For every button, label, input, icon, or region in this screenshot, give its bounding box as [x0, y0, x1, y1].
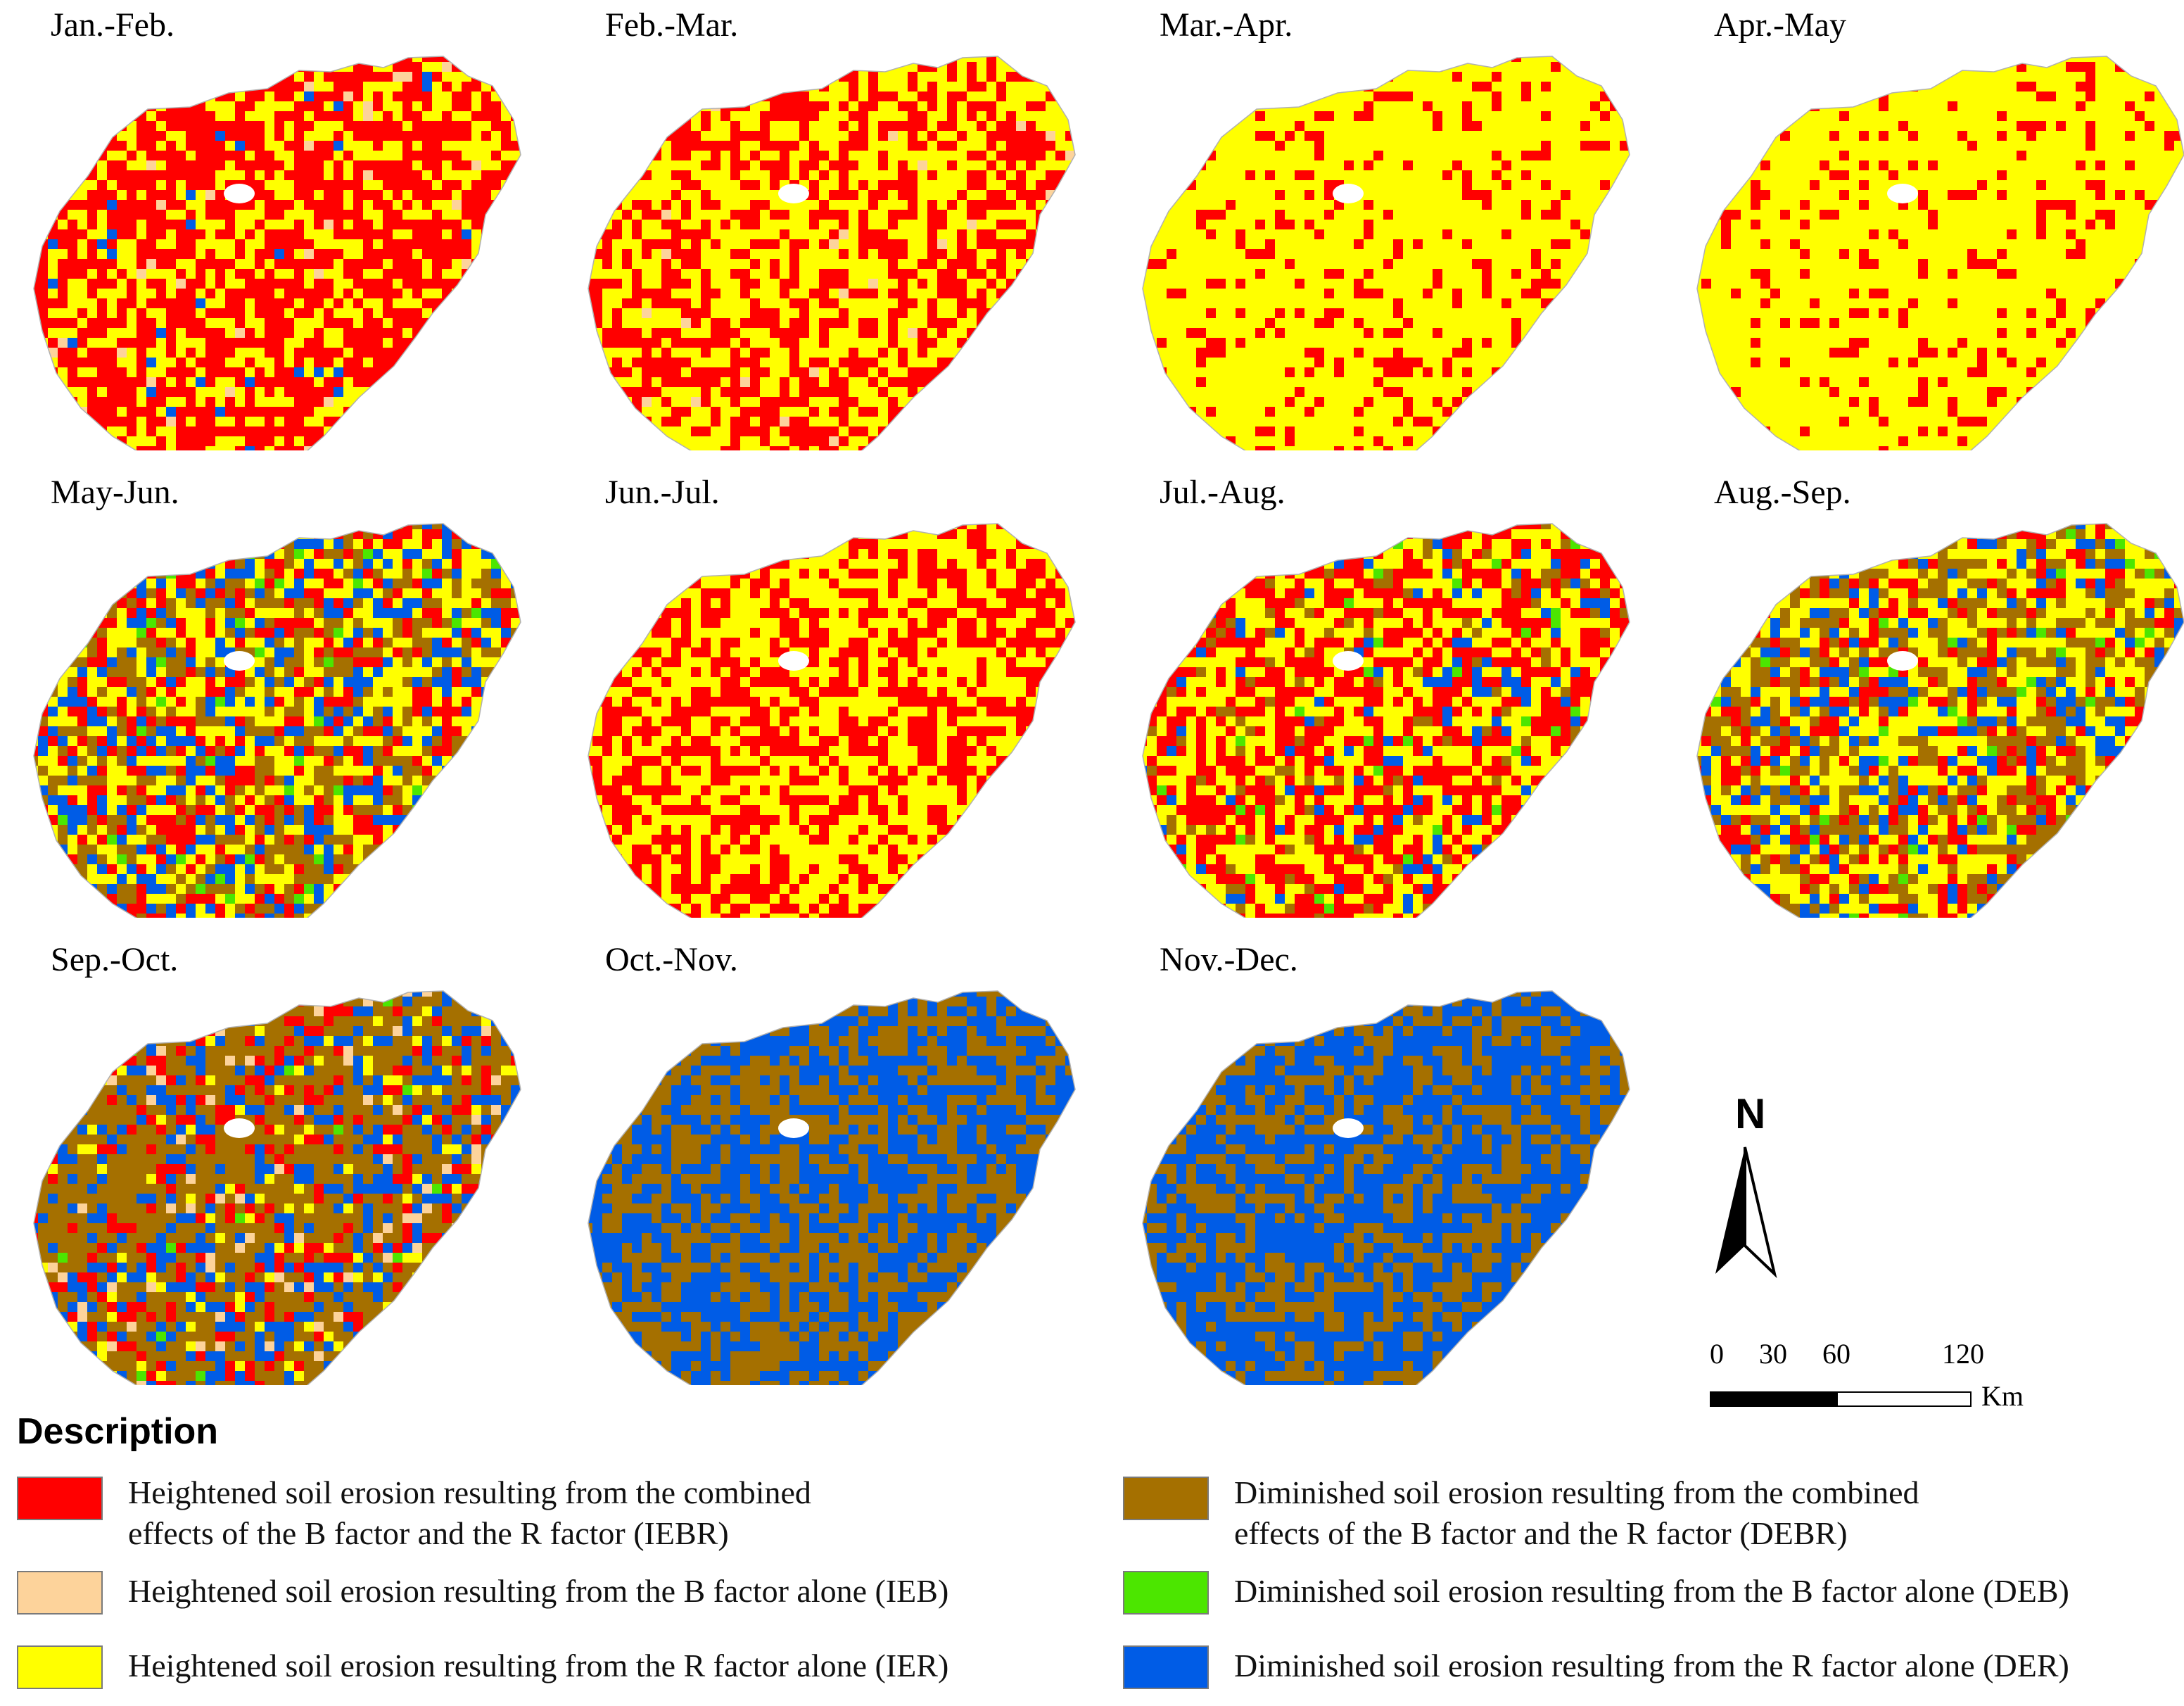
- legend-label: Heightened soil erosion resulting from t…: [128, 1571, 1106, 1612]
- island-map: [1696, 523, 2184, 918]
- island-map: [588, 990, 1076, 1385]
- island-map: [33, 990, 521, 1385]
- land-cover-raster: [588, 56, 1075, 450]
- island-map: [1696, 56, 2184, 450]
- legend-label: Diminished soil erosion resulting from t…: [1234, 1472, 2184, 1554]
- legend-item-ier: Heightened soil erosion resulting from t…: [17, 1645, 1106, 1689]
- panel-title: Jul.-Aug.: [1160, 473, 1285, 512]
- scale-bar-graphic: [1710, 1391, 1972, 1407]
- island-outline: [33, 523, 521, 918]
- land-cover-raster: [1143, 524, 1630, 918]
- scale-unit: Km: [1981, 1379, 2024, 1413]
- map-panel-jul-aug: Jul.-Aug.: [1123, 467, 1658, 918]
- island-map: [33, 523, 521, 918]
- legend-item-iebr: Heightened soil erosion resulting from t…: [17, 1472, 1106, 1554]
- legend-swatch: [1123, 1477, 1209, 1520]
- map-panel-may-jun: May-Jun.: [14, 467, 549, 918]
- panel-title: Jan.-Feb.: [51, 6, 174, 44]
- panel-title: May-Jun.: [51, 473, 179, 512]
- scale-bar: 0 30 60 120: [1696, 1337, 2062, 1415]
- land-cover-raster: [1697, 56, 2184, 450]
- land-cover-raster: [34, 524, 521, 918]
- legend-swatch: [17, 1571, 103, 1615]
- scale-tick-label: 30: [1759, 1337, 1787, 1370]
- legend-item-deb: Diminished soil erosion resulting from t…: [1123, 1571, 2184, 1615]
- legend-title: Description: [17, 1410, 218, 1453]
- land-cover-raster: [1143, 991, 1630, 1385]
- map-panel-jan-feb: Jan.-Feb.: [14, 0, 549, 450]
- panel-title: Feb.-Mar.: [605, 6, 738, 44]
- scale-tick-label: 120: [1942, 1337, 1984, 1370]
- legend-item-debr: Diminished soil erosion resulting from t…: [1123, 1472, 2184, 1554]
- legend-label: Diminished soil erosion resulting from t…: [1234, 1571, 2184, 1612]
- island-outline: [1142, 56, 1630, 450]
- legend-swatch: [17, 1477, 103, 1520]
- island-outline: [33, 56, 521, 450]
- legend-item-der: Diminished soil erosion resulting from t…: [1123, 1645, 2184, 1689]
- map-panel-aug-sep: Aug.-Sep.: [1677, 467, 2184, 918]
- island-outline: [588, 523, 1076, 918]
- legend-label: Heightened soil erosion resulting from t…: [128, 1645, 1106, 1686]
- panel-title: Apr.-May: [1714, 6, 1846, 44]
- island-map: [588, 56, 1076, 450]
- land-cover-raster: [588, 524, 1075, 918]
- panel-title: Nov.-Dec.: [1160, 940, 1298, 979]
- panel-title: Sep.-Oct.: [51, 940, 178, 979]
- legend-label: Diminished soil erosion resulting from t…: [1234, 1645, 2184, 1686]
- legend-swatch: [17, 1645, 103, 1689]
- land-cover-raster: [1697, 524, 2184, 918]
- island-outline: [588, 56, 1076, 450]
- panel-title: Mar.-Apr.: [1160, 6, 1293, 44]
- island-map: [1142, 523, 1630, 918]
- island-outline: [33, 990, 521, 1385]
- map-panel-mar-apr: Mar.-Apr.: [1123, 0, 1658, 450]
- island-outline: [1696, 56, 2184, 450]
- map-panel-nov-dec: Nov.-Dec.: [1123, 935, 1658, 1385]
- land-cover-raster: [1143, 56, 1630, 450]
- scale-tick-label: 60: [1822, 1337, 1850, 1370]
- island-map: [588, 523, 1076, 918]
- island-map: [1142, 56, 1630, 450]
- island-outline: [1142, 990, 1630, 1385]
- scale-tick-label: 0: [1710, 1337, 1724, 1370]
- map-panel-apr-may: Apr.-May: [1677, 0, 2184, 450]
- island-map: [33, 56, 521, 450]
- north-label: N: [1735, 1089, 1765, 1138]
- panel-title: Oct.-Nov.: [605, 940, 738, 979]
- legend-item-ieb: Heightened soil erosion resulting from t…: [17, 1571, 1106, 1615]
- map-panel-sep-oct: Sep.-Oct.: [14, 935, 549, 1385]
- north-arrow-icon: [1715, 1146, 1777, 1279]
- legend-swatch: [1123, 1571, 1209, 1615]
- map-panel-oct-nov: Oct.-Nov.: [569, 935, 1103, 1385]
- legend-swatch: [1123, 1645, 1209, 1689]
- land-cover-raster: [588, 991, 1075, 1385]
- map-panel-feb-mar: Feb.-Mar.: [569, 0, 1103, 450]
- island-outline: [588, 990, 1076, 1385]
- island-outline: [1142, 523, 1630, 918]
- legend-label: Heightened soil erosion resulting from t…: [128, 1472, 1106, 1554]
- island-outline: [1696, 523, 2184, 918]
- panel-title: Aug.-Sep.: [1714, 473, 1851, 512]
- island-map: [1142, 990, 1630, 1385]
- land-cover-raster: [34, 56, 521, 450]
- land-cover-raster: [34, 991, 521, 1385]
- map-panel-jun-jul: Jun.-Jul.: [569, 467, 1103, 918]
- panel-title: Jun.-Jul.: [605, 473, 720, 512]
